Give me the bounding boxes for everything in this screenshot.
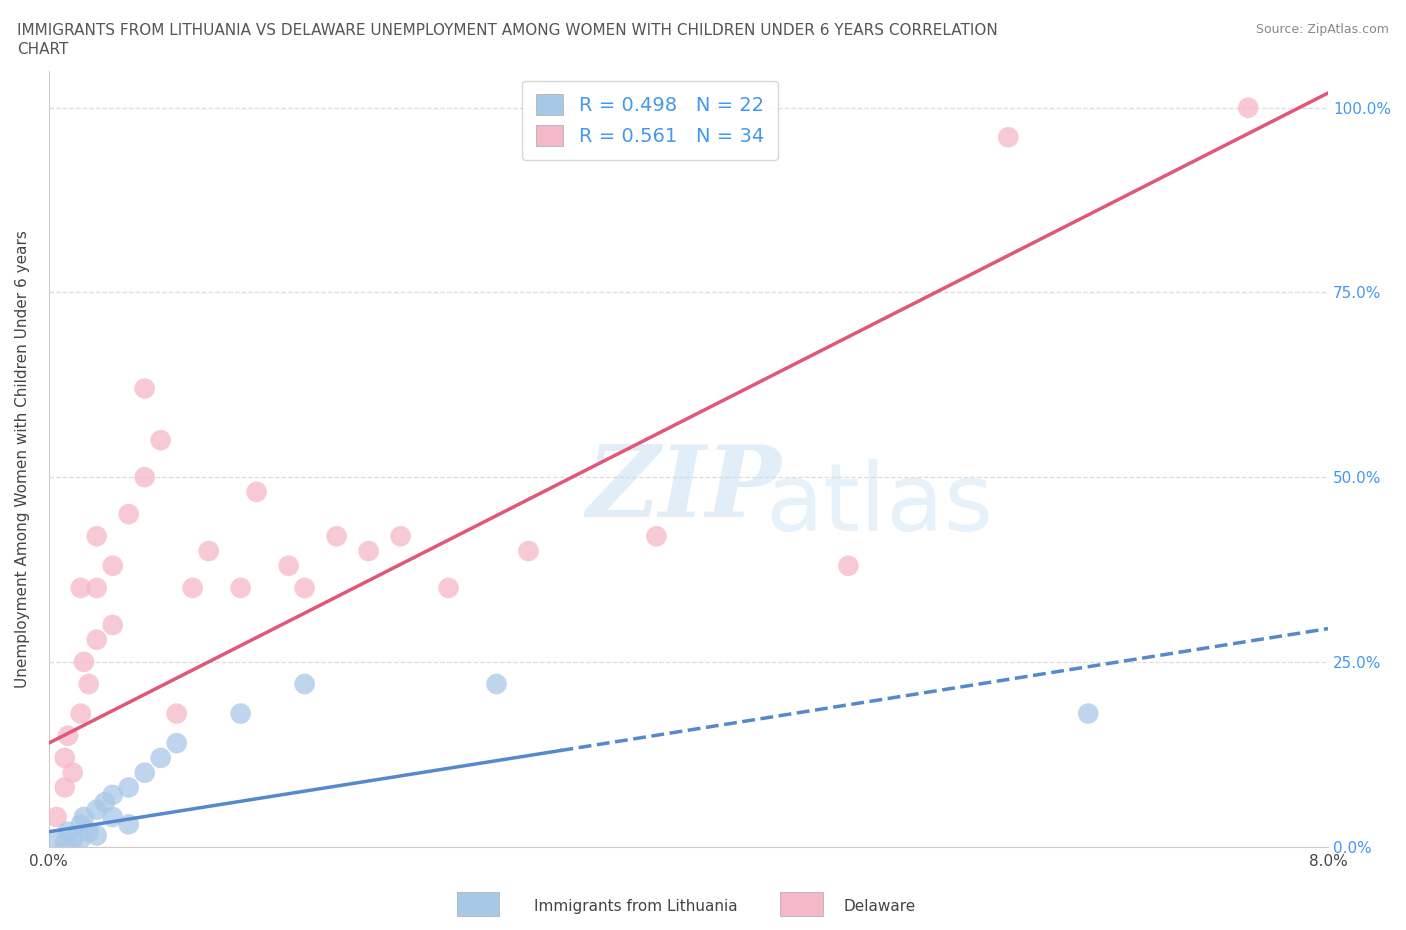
Point (118, 507, 141, 522)
Point (166, 736, 188, 751)
Point (62, 831, 84, 846)
Point (69, 580, 91, 595)
Point (437, 580, 460, 595)
Point (93, 795, 115, 810)
Point (77, 677, 100, 692)
Point (69, 817, 91, 831)
Point (86, 632, 108, 647)
Point (86, 580, 108, 595)
Point (86, 529, 108, 544)
Point (645, 529, 668, 544)
Point (197, 544, 219, 559)
Point (181, 580, 204, 595)
Point (118, 817, 141, 831)
Text: ZIP: ZIP (586, 442, 782, 538)
Point (53, 835, 76, 850)
Text: Immigrants from Lithuania: Immigrants from Lithuania (534, 899, 738, 914)
Point (517, 544, 540, 559)
Point (134, 470, 156, 485)
Point (101, 809, 124, 824)
Point (45, 831, 67, 846)
Point (229, 580, 252, 595)
Point (1237, 100, 1260, 115)
Point (229, 706, 252, 721)
Y-axis label: Unemployment Among Women with Children Under 6 years: Unemployment Among Women with Children U… (15, 230, 30, 687)
Point (389, 529, 412, 544)
Point (294, 580, 316, 595)
Text: CHART: CHART (17, 42, 69, 57)
Point (62, 765, 84, 780)
Point (69, 706, 91, 721)
Point (294, 677, 316, 692)
Point (149, 432, 172, 447)
Point (357, 544, 380, 559)
Point (837, 558, 859, 573)
Point (56, 728, 79, 743)
Point (101, 788, 124, 803)
Point (166, 706, 188, 721)
Point (53, 780, 76, 795)
Point (86, 803, 108, 817)
Point (997, 130, 1019, 145)
Point (134, 765, 156, 780)
Point (246, 485, 269, 499)
Point (73, 655, 96, 670)
Point (77, 824, 100, 839)
Point (101, 558, 124, 573)
Text: IMMIGRANTS FROM LITHUANIA VS DELAWARE UNEMPLOYMENT AMONG WOMEN WITH CHILDREN UND: IMMIGRANTS FROM LITHUANIA VS DELAWARE UN… (17, 23, 998, 38)
Text: atlas: atlas (765, 459, 994, 551)
Point (485, 677, 508, 692)
Point (53, 751, 76, 765)
Point (118, 780, 141, 795)
Text: Delaware: Delaware (844, 899, 915, 914)
Point (101, 618, 124, 632)
Point (56, 824, 79, 839)
Point (134, 381, 156, 396)
Point (45, 809, 67, 824)
Point (86, 828, 108, 843)
Point (277, 558, 299, 573)
Point (69, 831, 91, 846)
Point (1077, 706, 1099, 721)
Legend: R = 0.498   N = 22, R = 0.561   N = 34: R = 0.498 N = 22, R = 0.561 N = 34 (523, 81, 778, 160)
Point (325, 529, 347, 544)
Text: Source: ZipAtlas.com: Source: ZipAtlas.com (1256, 23, 1389, 36)
Point (149, 751, 172, 765)
Point (73, 809, 96, 824)
